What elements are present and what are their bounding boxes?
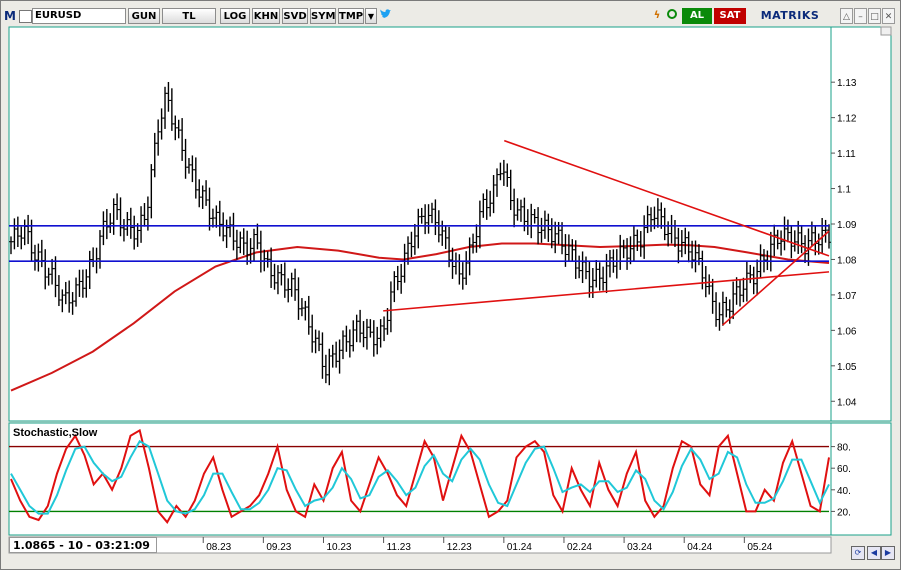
stochastic-series-line [10,428,830,524]
close-icon[interactable]: ✕ [882,8,895,24]
price-tick-label: 1.11 [837,149,856,160]
scroll-controls: ⟳ ◀ ▶ [851,546,897,560]
price-tick-label: 1.06 [837,326,857,337]
trendlines-layer [383,139,830,326]
stochastic-tick-label: 60. [837,464,851,475]
month-label: 03.24 [627,542,652,553]
price-tick-label: 1.08 [837,255,857,266]
currency-button[interactable]: TL [162,8,216,24]
month-label: 04.24 [687,542,712,553]
app-logo-icon: M [4,9,16,23]
log-button[interactable]: LOG [220,8,250,24]
toolbar: M EURUSD GUN TL LOG KHN SVD SYM TMP ▼ ϟ … [2,8,899,24]
period-dropdown-icon[interactable] [19,10,32,23]
brand-logo: MATRIKS [760,9,820,22]
month-label: 12.23 [447,542,472,553]
horizontal-levels-layer [9,224,829,263]
price-tick-label: 1.07 [837,291,857,302]
twitter-icon[interactable] [378,8,392,24]
price-panel[interactable] [8,26,832,422]
stochastic-axis [830,422,892,536]
price-tick-label: 1.04 [837,397,857,408]
more-dropdown-icon[interactable]: ▼ [365,8,377,24]
price-tick-label: 1.1 [837,185,851,196]
month-label: 05.24 [747,542,772,553]
svd-button[interactable]: SVD [282,8,308,24]
price-axis [830,26,892,422]
axis-scroll-icon[interactable] [880,26,892,36]
month-label: 08.23 [206,542,231,553]
period-button[interactable]: GUN [128,8,160,24]
scroll-right-icon[interactable]: ▶ [881,546,895,560]
price-tick-label: 1.09 [837,220,857,231]
price-bar [827,224,831,249]
trendline[interactable] [722,230,830,326]
month-label: 01.24 [507,542,532,553]
price-tick-label: 1.05 [837,362,857,373]
price-tick-label: 1.12 [837,114,857,125]
buy-button[interactable]: AL [682,8,712,24]
month-label: 10.23 [326,542,351,553]
sym-button[interactable]: SYM [310,8,336,24]
month-label: 09.23 [266,542,291,553]
cursor-readout: 1.0865 - 10 - 03:21:09 [9,537,157,553]
chart-canvas[interactable]: 1.041.051.061.071.081.091.11.111.121.13 … [1,25,900,567]
flash-icon[interactable]: ϟ [653,10,661,21]
price-bars-layer [9,81,831,386]
tmp-button[interactable]: TMP [338,8,364,24]
stochastic-series-line [10,439,830,515]
collapse-icon[interactable]: △ [840,8,853,24]
price-tick-label: 1.13 [837,78,857,89]
month-axis: 08.23 09.23 10.23 11.23 12.23 01.24 02.24 03.24… [8,536,832,554]
stochastic-title: Stochastic,Slow [13,427,98,439]
stochastic-ticks: 20. 40. 60. 80. [831,443,851,518]
stochastic-lines-layer [9,428,830,524]
refresh-icon[interactable] [665,8,679,24]
symbol-field[interactable]: EURUSD [32,8,126,24]
scroll-left-icon[interactable]: ◀ [867,546,881,560]
month-label: 02.24 [567,542,592,553]
maximize-icon[interactable]: □ [868,8,881,24]
sell-button[interactable]: SAT [714,8,746,24]
khn-button[interactable]: KHN [252,8,280,24]
sync-icon[interactable]: ⟳ [851,546,865,560]
trendline[interactable] [383,271,830,312]
stochastic-tick-label: 80. [837,443,851,454]
price-ticks: 1.04 1.05 1.06 1.07 1.08 1.09 1.1 1.11 1.12 1.13 [831,78,857,408]
stochastic-tick-label: 40. [837,486,851,497]
minimize-icon[interactable]: – [854,8,867,24]
stochastic-tick-label: 20. [837,507,851,518]
month-label: 11.23 [387,542,412,553]
trendline[interactable] [503,139,830,257]
